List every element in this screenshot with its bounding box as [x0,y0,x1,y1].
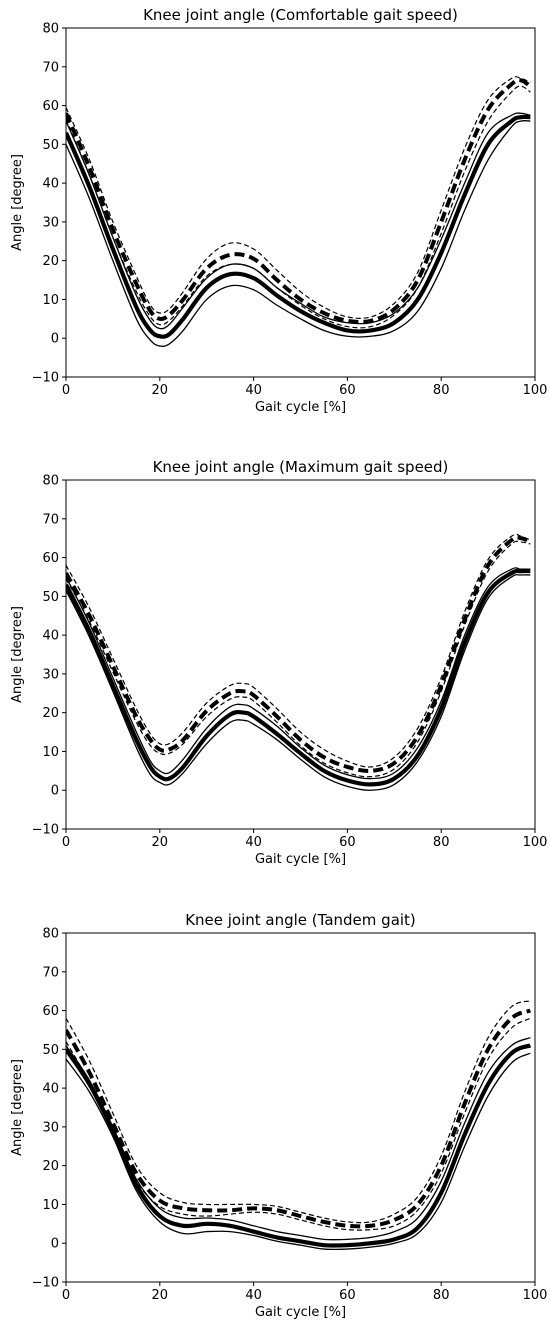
y-tick-label: 80 [42,474,59,489]
y-tick-label: 10 [42,745,59,760]
y-tick-label: 40 [42,177,59,192]
x-tick-label: 40 [245,1288,262,1303]
series-line-dashed-thin-5 [66,85,531,329]
x-tick-label: 60 [339,383,356,398]
chart-comfortable-gait: Knee joint angle (Comfortable gait speed… [10,6,548,415]
y-tick-label: −10 [32,823,59,838]
y-tick-label: 60 [42,1004,59,1019]
x-axis-label: Gait cycle [%] [255,852,346,867]
series-line-dashed-thin-5 [66,540,531,778]
y-tick-label: 20 [42,254,59,269]
axes-frame [65,27,536,378]
x-tick-label: 60 [339,835,356,850]
series-line-dashed-thick-3 [66,535,532,773]
x-tick-label: 40 [245,835,262,850]
chart-title: Knee joint angle (Tandem gait) [185,911,416,929]
plot-series-group [66,533,532,791]
chart-maximum-gait: Knee joint angle (Maximum gait speed) 0 20… [10,458,548,867]
y-tick-label: 70 [42,965,59,980]
y-tick-label: 20 [42,706,59,721]
x-tick-label: 20 [152,383,169,398]
y-tick-label: 70 [42,512,59,527]
series-line-solid-thick-0 [66,114,531,339]
y-tick-label: 40 [42,1082,59,1097]
x-tick-label: 60 [339,1288,356,1303]
y-tick-label: −10 [32,371,59,386]
y-axis-label: Angle [degree] [10,154,25,251]
y-tick-label: 50 [42,1043,59,1058]
x-tick-label: 0 [62,383,70,398]
series-line-dashed-thin-4 [66,76,531,319]
y-axis-label: Angle [degree] [10,1059,25,1156]
series-line-dashed-thick-3 [66,1008,532,1229]
x-tick-label: 100 [523,1288,548,1303]
y-tick-label: 80 [42,927,59,942]
series-line-solid-thick-0 [66,1043,532,1248]
series-line-solid-thin-1 [66,1037,531,1241]
y-tick-label: 70 [42,60,59,75]
y-tick-label: 40 [42,629,59,644]
x-tick-label: 40 [245,383,262,398]
x-tick-label: 80 [433,383,450,398]
series-line-dashed-thick-3 [66,78,532,324]
x-tick-label: 0 [62,1288,70,1303]
y-tick-label: 0 [51,1237,59,1252]
series-line-solid-thick-0 [66,568,531,787]
y-tick-label: 0 [51,784,59,799]
y-tick-label: 60 [42,551,59,566]
chart-title: Knee joint angle (Comfortable gait speed… [143,6,458,24]
y-tick-label: 10 [42,1198,59,1213]
series-line-solid-thin-1 [66,112,531,330]
y-tick-label: 20 [42,1159,59,1174]
x-tick-label: 80 [433,1288,450,1303]
plot-series-group [66,76,532,347]
series-line-solid-thin-2 [66,1052,531,1251]
series-line-solid-thin-2 [66,119,531,347]
plot-series-group [66,1000,532,1251]
x-tick-label: 0 [62,835,70,850]
series-line-solid-thin-2 [66,573,531,791]
x-tick-label: 20 [152,835,169,850]
y-tick-label: 30 [42,667,59,682]
y-tick-label: 60 [42,99,59,114]
y-tick-label: −10 [32,1276,59,1291]
y-tick-label: 50 [42,590,59,605]
axes-frame [65,479,536,830]
x-tick-label: 100 [523,835,548,850]
chart-tandem-gait: Knee joint angle (Tandem gait) 0 20 40 60 80 1… [10,911,548,1320]
series-line-dashed-thin-4 [66,533,531,768]
y-tick-label: 0 [51,332,59,347]
x-tick-label: 100 [523,383,548,398]
y-tick-label: 30 [42,1120,59,1135]
x-axis-label: Gait cycle [%] [255,400,346,415]
y-tick-label: 80 [42,22,59,37]
series-line-dashed-thin-5 [66,1017,531,1231]
x-axis-label: Gait cycle [%] [255,1305,346,1320]
axes-frame [65,932,536,1283]
y-tick-label: 10 [42,293,59,308]
chart-title: Knee joint angle (Maximum gait speed) [153,458,449,476]
y-axis-label: Angle [degree] [10,606,25,703]
x-tick-label: 80 [433,835,450,850]
y-tick-label: 50 [42,138,59,153]
x-tick-label: 20 [152,1288,169,1303]
series-line-solid-thin-1 [66,567,531,780]
y-tick-label: 30 [42,215,59,230]
series-line-dashed-thin-4 [66,1000,531,1224]
